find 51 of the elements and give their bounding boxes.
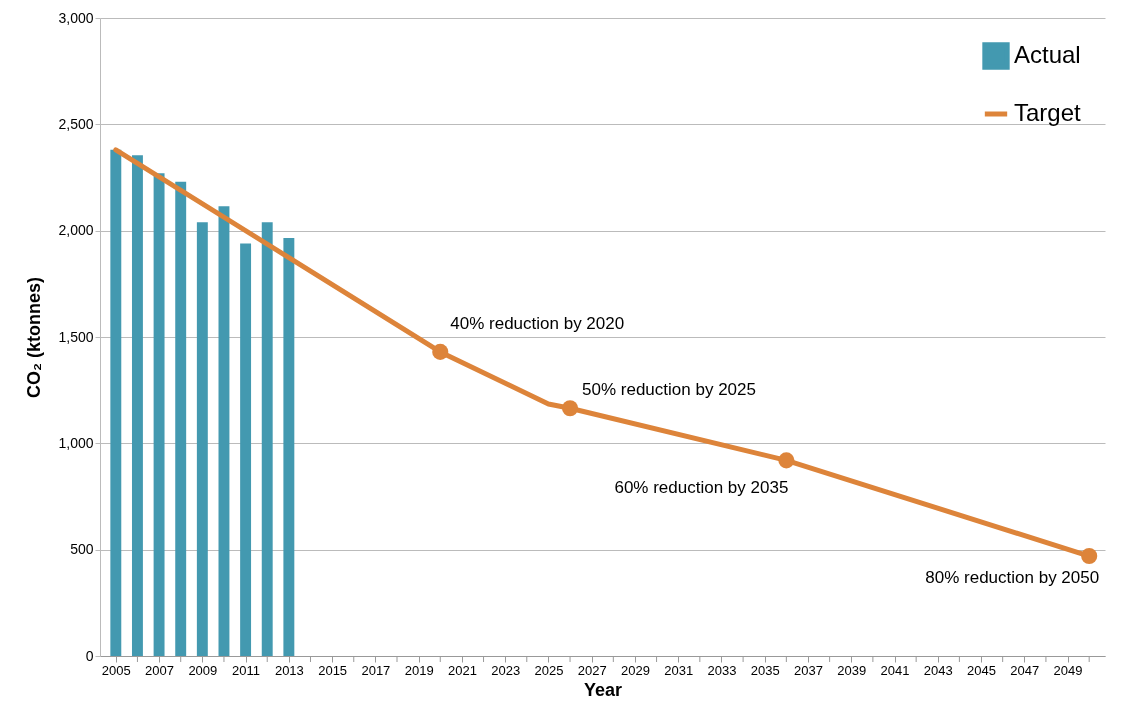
x-tick-label: 2041 — [880, 662, 910, 678]
annotation: 80% reduction by 2050 — [925, 568, 1100, 588]
x-tick-label: 2039 — [837, 662, 867, 678]
point — [778, 452, 795, 469]
x-tick-label: 2007 — [145, 662, 175, 678]
x-tick-label: 2009 — [188, 662, 218, 678]
bar — [153, 173, 165, 656]
x-tick-label: 2037 — [794, 662, 823, 678]
x-tick-label: 2049 — [1053, 662, 1083, 678]
x-tick-label: 2025 — [534, 662, 564, 678]
bar — [283, 238, 295, 656]
x-tick-label: 2023 — [491, 662, 521, 678]
x-axis-title: Year — [583, 679, 623, 700]
bar — [218, 206, 230, 656]
y-tick-label: 2,500 — [58, 115, 94, 132]
x-tick-label: 2035 — [750, 662, 780, 678]
x-tick-label: 2029 — [620, 662, 650, 678]
x-tick-label: 2019 — [404, 662, 434, 678]
x-tick-label: 2047 — [1010, 662, 1040, 678]
legend-label: Target — [1014, 99, 1082, 126]
x-tick-label: 2027 — [577, 662, 607, 678]
x-tick-label: 2011 — [232, 662, 261, 678]
x-tick-label: 2043 — [923, 662, 953, 678]
bar — [261, 222, 273, 656]
y-tick-label: 3,000 — [58, 9, 94, 26]
x-tick-label: 2033 — [707, 662, 737, 678]
x-tick-label: 2017 — [361, 662, 391, 678]
y-tick-label: 2,000 — [58, 222, 94, 239]
x-tick-label: 2005 — [101, 662, 131, 678]
x-tick-label: 2021 — [447, 662, 477, 678]
x-tick-label: 2031 — [664, 662, 694, 678]
point — [432, 343, 449, 360]
bar — [196, 222, 208, 656]
x-tick-label: 2015 — [318, 662, 348, 678]
legend-label: Actual — [1014, 41, 1081, 68]
annotation: 50% reduction by 2025 — [582, 380, 756, 400]
bar — [131, 155, 143, 656]
y-axis-title: CO₂ (ktonnes) — [24, 277, 45, 398]
bar — [240, 243, 252, 656]
x-tick-label: 2013 — [274, 662, 304, 678]
bar — [175, 181, 187, 656]
y-tick-label: 1,000 — [58, 434, 94, 451]
y-tick-label: 1,500 — [58, 328, 94, 345]
bar — [110, 149, 122, 656]
point — [561, 400, 579, 417]
point — [1081, 548, 1098, 565]
x-tick-label: 2045 — [967, 662, 996, 678]
y-tick-label: 0 — [85, 647, 94, 664]
annotation: 60% reduction by 2035 — [614, 478, 789, 498]
annotation: 40% reduction by 2020 — [450, 313, 625, 333]
y-tick-label: 500 — [70, 541, 94, 558]
